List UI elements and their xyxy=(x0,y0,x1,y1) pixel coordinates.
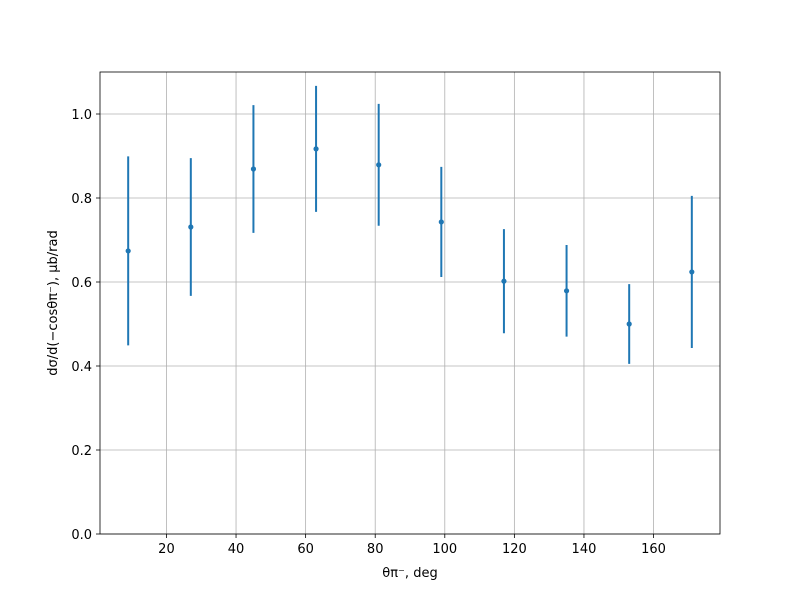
x-tick-label: 100 xyxy=(432,542,457,557)
x-axis-label: θπ⁻, deg xyxy=(382,566,437,581)
x-tick-label: 40 xyxy=(228,542,245,557)
y-tick-label: 1.0 xyxy=(71,108,92,123)
data-point xyxy=(438,219,444,225)
data-point xyxy=(188,224,194,230)
data-point xyxy=(563,288,570,294)
data-point xyxy=(626,321,632,327)
x-tick-label: 60 xyxy=(297,542,314,557)
y-tick-label: 0.8 xyxy=(71,192,92,207)
data-point xyxy=(689,269,695,275)
data-point xyxy=(501,278,507,284)
data-point xyxy=(250,166,257,172)
plot-frame xyxy=(99,71,721,535)
data-point xyxy=(376,162,382,168)
grid-layer xyxy=(100,72,720,535)
data-point xyxy=(313,146,319,152)
y-axis-label: dσ/d(−cosθπ⁻), μb/rad xyxy=(46,230,61,375)
y-tick-label: 0.0 xyxy=(71,528,92,543)
x-tick-label: 120 xyxy=(502,542,527,557)
x-tick-label: 20 xyxy=(158,542,175,557)
x-tick-label: 140 xyxy=(572,542,597,557)
data-point xyxy=(125,248,131,254)
y-tick-label: 0.6 xyxy=(71,276,92,291)
y-tick-label: 0.2 xyxy=(71,444,92,459)
x-tick-label: 80 xyxy=(367,542,384,557)
y-tick-label: 0.4 xyxy=(71,360,92,375)
x-tick-label: 160 xyxy=(641,542,666,557)
